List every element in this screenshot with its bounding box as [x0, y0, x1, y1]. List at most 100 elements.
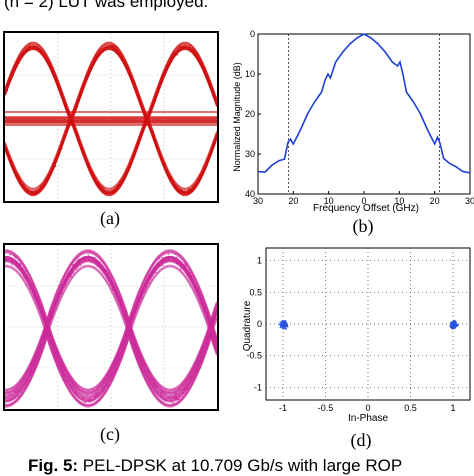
eye-noise-dot: [109, 45, 111, 47]
eye-noise-dot: [38, 305, 40, 307]
eye-noise-dot: [9, 254, 11, 256]
eye-noise-dot: [176, 397, 178, 399]
eye-noise-dot: [50, 340, 52, 342]
eye-noise-dot: [154, 96, 156, 98]
eye-noise-dot: [166, 169, 168, 171]
eye-noise-dot: [116, 48, 118, 50]
eye-noise-dot: [26, 49, 28, 51]
eye-noise-dot: [189, 378, 191, 380]
eye-noise-dot: [126, 321, 128, 323]
eye-noise-dot: [18, 181, 21, 183]
constellation-point: [284, 323, 286, 326]
eye-noise-dot: [70, 273, 72, 276]
eye-noise-dot: [174, 253, 176, 255]
eye-noise-dot: [52, 71, 54, 73]
eye-noise-dot: [10, 162, 12, 164]
eye-noise-dot: [120, 181, 122, 183]
spectrum-x-tick-label: 30: [253, 196, 263, 206]
eye-noise-dot: [50, 339, 52, 341]
eye-noise-dot: [176, 395, 178, 398]
eye-noise-dot: [59, 361, 61, 363]
eye-noise-dot: [122, 346, 124, 348]
eye-noise-dot: [93, 175, 95, 177]
eye-noise-dot: [209, 84, 211, 86]
constellation-point: [281, 319, 283, 322]
eye-noise-dot: [121, 181, 123, 183]
eye-noise-dot: [128, 166, 130, 168]
eye-noise-dot: [76, 260, 78, 262]
eye-diagram-c: [3, 243, 219, 411]
eye-noise-dot: [80, 258, 82, 260]
eye-noise-dot: [136, 303, 138, 305]
eye-noise-dot: [123, 346, 125, 348]
eye-noise-dot: [142, 289, 144, 291]
eye-noise-dot: [87, 400, 89, 402]
eye-noise-dot: [119, 301, 121, 303]
eye-noise-dot: [36, 355, 38, 357]
eye-noise-dot: [189, 271, 191, 273]
eye-noise-dot: [172, 57, 174, 59]
eye-noise-dot: [49, 320, 51, 323]
eye-noise-dot: [69, 380, 71, 382]
eye-noise-dot: [22, 186, 24, 189]
eye-trace-upper: [4, 41, 218, 118]
eye-noise-dot: [170, 399, 172, 401]
eye-noise-dot: [42, 338, 44, 340]
eye-noise-dot: [8, 394, 10, 396]
eye-noise-dot: [8, 82, 10, 84]
eye-noise-dot: [32, 370, 34, 372]
eye-noise-dot: [24, 189, 26, 191]
eye-noise-dot: [88, 399, 90, 401]
eye-noise-dot: [192, 278, 194, 280]
eye-noise-dot: [50, 338, 53, 340]
eye-noise-dot: [177, 401, 180, 403]
eye-noise-dot: [97, 55, 99, 57]
eye-noise-dot: [34, 193, 37, 195]
eye-noise-dot: [50, 317, 52, 319]
eye-noise-dot: [151, 271, 154, 273]
eye-noise-dot: [14, 397, 17, 399]
eye-noise-dot: [64, 136, 66, 138]
eye-noise-dot: [175, 396, 177, 398]
eye-noise-dot: [192, 372, 194, 374]
eye-noise-dot: [141, 133, 143, 136]
eye-noise-dot: [51, 345, 54, 347]
eye-noise-dot: [109, 278, 112, 280]
eye-noise-dot: [74, 125, 76, 127]
eye-noise-dot: [33, 368, 36, 370]
eye-trace-lower: [4, 119, 218, 196]
eye-noise-dot: [68, 273, 70, 275]
eye-noise-dot: [113, 193, 115, 195]
eye-noise-dot: [149, 112, 152, 115]
eye-noise-dot: [83, 256, 85, 258]
eye-noise-dot: [158, 87, 160, 89]
eye-noise-dot: [185, 267, 187, 270]
eye-noise-dot: [178, 262, 180, 264]
eye-noise-dot: [173, 397, 175, 400]
eye-noise-dot: [37, 296, 39, 298]
eye-noise-dot: [211, 330, 213, 332]
eye-noise-dot: [37, 300, 39, 302]
eye-noise-dot: [27, 191, 29, 193]
constellation-point: [285, 326, 288, 328]
eye-noise-dot: [41, 305, 43, 307]
eye-noise-dot: [194, 50, 196, 53]
eye-noise-dot: [130, 319, 132, 321]
eye-noise-dot: [175, 263, 178, 265]
eye-noise-dot: [173, 394, 175, 396]
eye-noise-dot: [57, 298, 59, 300]
eye-noise-dot: [146, 374, 148, 377]
eye-noise-dot: [115, 368, 117, 370]
eye-noise-dot: [20, 180, 22, 182]
eye-noise-dot: [126, 64, 128, 66]
eye-noise-dot: [10, 159, 12, 161]
eye-noise-dot: [62, 375, 65, 377]
eye-noise-dot: [181, 189, 183, 191]
eye-noise-dot: [190, 191, 192, 193]
eye-noise-dot: [47, 60, 49, 62]
eye-noise-dot: [164, 72, 166, 74]
eye-noise-dot: [93, 395, 96, 397]
eye-noise-dot: [206, 162, 208, 164]
eye-noise-dot: [97, 181, 99, 183]
constellation-point: [451, 325, 453, 327]
